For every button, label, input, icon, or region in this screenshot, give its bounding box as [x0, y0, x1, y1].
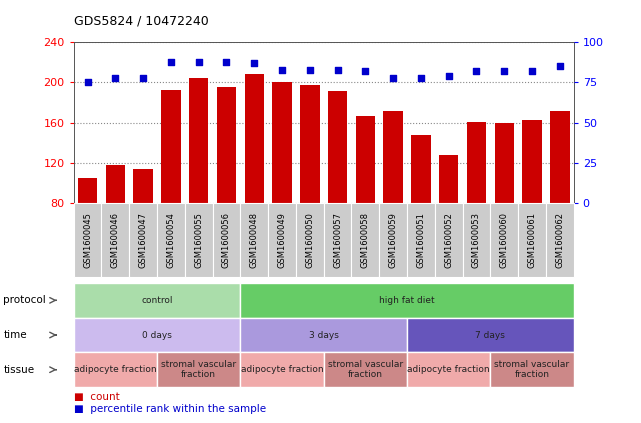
Text: GSM1600054: GSM1600054: [167, 212, 176, 268]
Text: 3 days: 3 days: [309, 330, 338, 340]
Point: [221, 58, 231, 65]
Text: GSM1600053: GSM1600053: [472, 212, 481, 268]
Text: GDS5824 / 10472240: GDS5824 / 10472240: [74, 15, 208, 28]
Bar: [328, 91, 347, 283]
Text: GSM1600062: GSM1600062: [555, 212, 564, 268]
Bar: [78, 178, 97, 283]
Bar: [522, 120, 542, 283]
Bar: [133, 169, 153, 283]
Text: GSM1600050: GSM1600050: [305, 212, 314, 268]
Text: time: time: [3, 330, 27, 340]
Point: [249, 60, 260, 66]
Point: [360, 68, 370, 74]
Text: protocol: protocol: [3, 295, 46, 305]
Point: [333, 66, 343, 73]
Bar: [189, 79, 208, 283]
Text: stromal vascular
fraction: stromal vascular fraction: [494, 360, 570, 379]
Text: GSM1600046: GSM1600046: [111, 212, 120, 268]
Text: ■  percentile rank within the sample: ■ percentile rank within the sample: [74, 404, 266, 415]
Text: GSM1600059: GSM1600059: [388, 212, 397, 268]
Text: high fat diet: high fat diet: [379, 296, 435, 305]
Point: [416, 74, 426, 81]
Text: GSM1600056: GSM1600056: [222, 212, 231, 268]
Bar: [106, 165, 125, 283]
Bar: [245, 74, 264, 283]
Text: GSM1600047: GSM1600047: [138, 212, 147, 268]
Bar: [383, 111, 403, 283]
Text: GSM1600061: GSM1600061: [528, 212, 537, 268]
Point: [388, 74, 398, 81]
Bar: [217, 87, 237, 283]
Bar: [439, 155, 458, 283]
Text: GSM1600057: GSM1600057: [333, 212, 342, 268]
Text: adipocyte fraction: adipocyte fraction: [241, 365, 323, 374]
Point: [499, 68, 510, 74]
Text: GSM1600049: GSM1600049: [278, 212, 287, 268]
Bar: [550, 111, 570, 283]
Point: [304, 66, 315, 73]
Text: GSM1600051: GSM1600051: [417, 212, 426, 268]
Text: 7 days: 7 days: [476, 330, 505, 340]
Text: adipocyte fraction: adipocyte fraction: [408, 365, 490, 374]
Bar: [495, 123, 514, 283]
Text: GSM1600048: GSM1600048: [250, 212, 259, 268]
Bar: [300, 85, 319, 283]
Point: [527, 68, 537, 74]
Point: [194, 58, 204, 65]
Text: adipocyte fraction: adipocyte fraction: [74, 365, 156, 374]
Text: GSM1600045: GSM1600045: [83, 212, 92, 268]
Point: [166, 58, 176, 65]
Point: [277, 66, 287, 73]
Text: GSM1600052: GSM1600052: [444, 212, 453, 268]
Bar: [412, 135, 431, 283]
Text: GSM1600055: GSM1600055: [194, 212, 203, 268]
Text: ■  count: ■ count: [74, 392, 119, 402]
Point: [471, 68, 481, 74]
Point: [554, 63, 565, 70]
Text: GSM1600060: GSM1600060: [500, 212, 509, 268]
Point: [83, 79, 93, 86]
Text: stromal vascular
fraction: stromal vascular fraction: [161, 360, 237, 379]
Point: [444, 73, 454, 80]
Bar: [162, 90, 181, 283]
Text: stromal vascular
fraction: stromal vascular fraction: [328, 360, 403, 379]
Bar: [467, 122, 487, 283]
Point: [138, 74, 148, 81]
Text: GSM1600058: GSM1600058: [361, 212, 370, 268]
Text: 0 days: 0 days: [142, 330, 172, 340]
Bar: [356, 115, 375, 283]
Text: control: control: [141, 296, 173, 305]
Text: tissue: tissue: [3, 365, 35, 375]
Bar: [272, 82, 292, 283]
Point: [110, 74, 121, 81]
